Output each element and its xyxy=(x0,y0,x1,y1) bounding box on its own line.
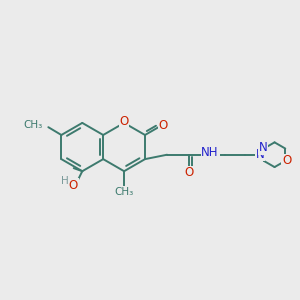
Text: O: O xyxy=(69,179,78,192)
Text: H: H xyxy=(61,176,68,186)
Text: O: O xyxy=(282,154,291,167)
Text: NH: NH xyxy=(201,146,219,159)
Text: N: N xyxy=(259,141,268,154)
Text: CH₃: CH₃ xyxy=(23,120,42,130)
Text: O: O xyxy=(158,119,167,132)
Text: CH₃: CH₃ xyxy=(115,187,134,197)
Text: O: O xyxy=(184,167,194,179)
Text: O: O xyxy=(119,115,129,128)
Text: N: N xyxy=(256,148,265,160)
